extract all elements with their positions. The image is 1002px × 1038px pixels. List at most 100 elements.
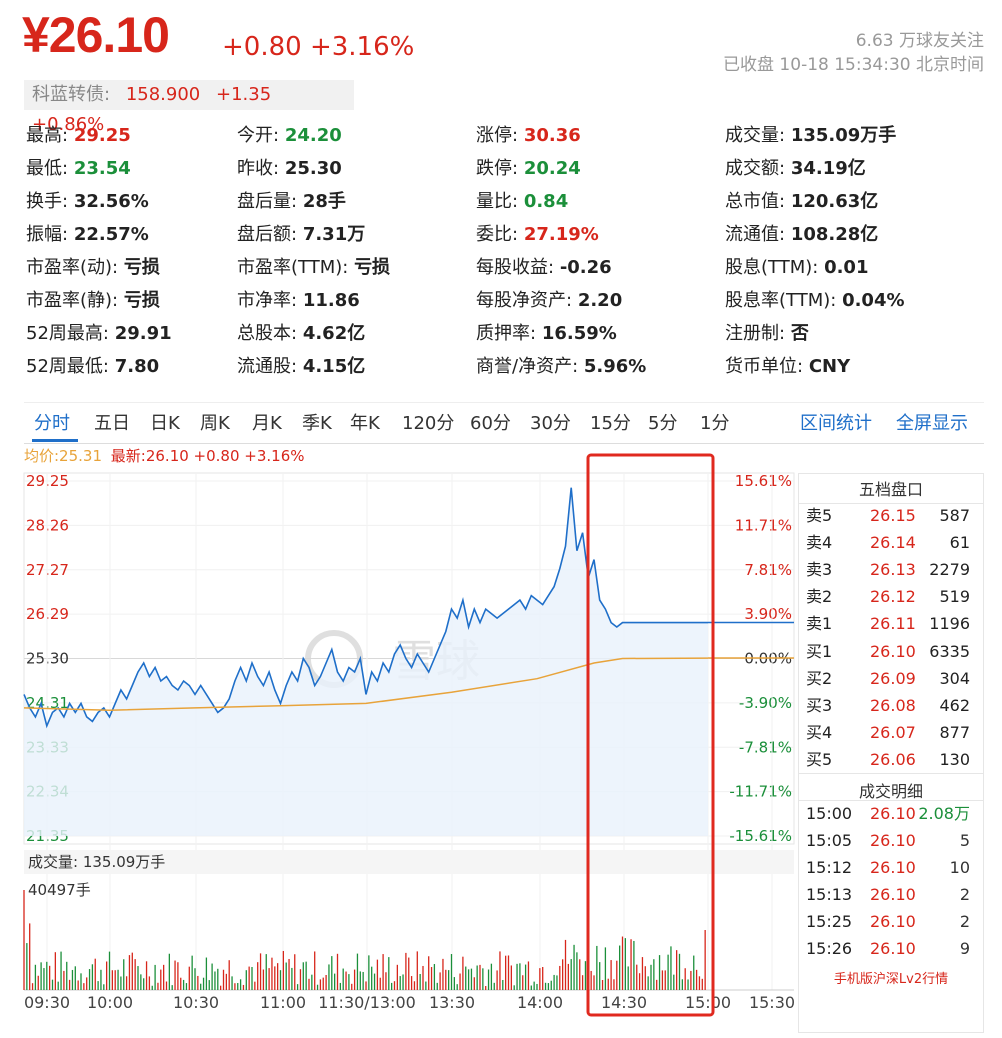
quote-label: 成交额: (725, 158, 786, 179)
order-price: 26.11 (870, 614, 916, 633)
orderbook-row: 买1 26.10 6335 (806, 638, 976, 665)
trades-divider-top (798, 773, 984, 774)
tab-9[interactable]: 30分 (530, 413, 571, 434)
change-value: +0.80 (222, 32, 302, 62)
trade-volume: 10 (949, 858, 970, 877)
quote-item: 昨收: 25.30 (237, 154, 342, 184)
quote-value: 0.01 (824, 257, 869, 278)
quote-value: 32.56% (73, 191, 149, 212)
tab-0[interactable]: 分时 (34, 413, 70, 434)
order-volume: 877 (939, 723, 970, 742)
quote-item: 市盈率(静): 亏损 (26, 286, 160, 316)
range-stats-link[interactable]: 区间统计 (800, 413, 872, 434)
quote-item: 52周最低: 7.80 (26, 352, 159, 382)
quote-item: 市盈率(动): 亏损 (26, 253, 160, 283)
tab-12[interactable]: 1分 (700, 413, 730, 434)
price-line (23, 487, 708, 729)
tab-8[interactable]: 60分 (470, 413, 511, 434)
x-tick-label: 13:30 (429, 993, 475, 1012)
quote-value: 29.25 (73, 125, 131, 146)
tab-7[interactable]: 120分 (402, 413, 455, 434)
orderbook-row: 卖2 26.12 519 (806, 583, 976, 610)
quote-value: 135.09万手 (790, 125, 897, 146)
quote-label: 今开: (237, 125, 280, 146)
quote-item: 最低: 23.54 (26, 154, 131, 184)
tab-3[interactable]: 周K (200, 413, 230, 434)
quote-value: 0.84 (523, 191, 569, 212)
price-change: +0.80 +3.16% (222, 32, 414, 62)
quote-label: 每股收益: (476, 257, 555, 278)
trade-volume: 5 (959, 831, 970, 850)
tab-11[interactable]: 5分 (648, 413, 678, 434)
tab-10[interactable]: 15分 (590, 413, 631, 434)
trade-row: 15:05 26.10 5 (806, 827, 976, 854)
bond-change-pct: +0.86% (32, 114, 105, 135)
quote-value: 7.80 (114, 356, 160, 377)
quote-item: 商誉/净资产: 5.96% (476, 352, 646, 382)
trades-divider (798, 800, 984, 801)
fullscreen-link[interactable]: 全屏显示 (896, 413, 968, 434)
order-side: 买5 (806, 750, 833, 769)
highlight-box (586, 453, 715, 1017)
trade-volume: 2 (959, 912, 970, 931)
tab-2[interactable]: 日K (150, 413, 180, 434)
trade-price: 26.10 (870, 885, 916, 904)
trade-row: 15:13 26.10 2 (806, 881, 976, 908)
orderbook-divider (798, 503, 984, 504)
order-price: 26.13 (870, 560, 916, 579)
order-side: 买2 (806, 669, 833, 688)
order-volume: 61 (949, 533, 970, 552)
quote-item: 质押率: 16.59% (476, 319, 617, 349)
quote-label: 股息率(TTM): (725, 290, 837, 311)
chart-period-tabs: 分时 五日 日K 周K 月K 季K 年K 120分 60分 30分 15分 5分 1分 区间统计 全屏显示 (24, 402, 984, 444)
order-volume: 130 (939, 750, 970, 769)
quote-item: 市净率: 11.86 (237, 286, 360, 316)
trade-row: 15:25 26.10 2 (806, 908, 976, 935)
trade-time: 15:13 (806, 885, 853, 904)
order-volume: 6335 (929, 642, 970, 661)
active-tab-indicator (32, 439, 78, 442)
order-price: 26.09 (870, 669, 916, 688)
quote-label: 52周最高: (26, 323, 109, 344)
quote-item: 振幅: 22.57% (26, 220, 149, 250)
quote-item: 流通股: 4.15亿 (237, 352, 365, 382)
quote-label: 流通股: (237, 356, 298, 377)
trade-price: 26.10 (870, 831, 916, 850)
x-tick-label: 15:00 (685, 993, 731, 1012)
quote-value: 20.24 (523, 158, 581, 179)
trade-row: 15:26 26.10 9 (806, 935, 976, 962)
quote-value: 亏损 (123, 290, 160, 311)
order-price: 26.12 (870, 587, 916, 606)
orderbook-row: 买2 26.09 304 (806, 665, 976, 692)
quote-value: 16.59% (541, 323, 617, 344)
tab-5[interactable]: 季K (302, 413, 332, 434)
quote-item: 委比: 27.19% (476, 220, 599, 250)
quote-value: 亏损 (123, 257, 160, 278)
quote-item: 量比: 0.84 (476, 187, 568, 217)
trade-volume: 2.08万 (918, 804, 970, 823)
quote-label: 盘后额: (237, 224, 298, 245)
quote-label: 昨收: (237, 158, 280, 179)
quote-label: 总市值: (725, 191, 786, 212)
quote-item: 股息(TTM): 0.01 (725, 253, 868, 283)
quote-label: 总股本: (237, 323, 298, 344)
quote-item: 总股本: 4.62亿 (237, 319, 365, 349)
convertible-bond[interactable]: 科蓝转债: 158.900 +1.35 +0.86% (24, 80, 354, 135)
tab-6[interactable]: 年K (350, 413, 380, 434)
orderbook-row: 卖3 26.13 2279 (806, 556, 976, 583)
tab-4[interactable]: 月K (252, 413, 282, 434)
lv2-quote-link[interactable]: 手机版沪深Lv2行情 (833, 972, 949, 987)
quote-item: 成交量: 135.09万手 (725, 121, 896, 151)
trade-time: 15:12 (806, 858, 853, 877)
quote-item: 成交额: 34.19亿 (725, 154, 866, 184)
quote-value: 27.19% (523, 224, 599, 245)
quote-value: 25.30 (284, 158, 342, 179)
quote-label: 换手: (26, 191, 69, 212)
trade-time: 15:25 (806, 912, 853, 931)
tab-1[interactable]: 五日 (94, 413, 130, 434)
orderbook-row: 卖5 26.15 587 (806, 502, 976, 529)
quote-value: -0.26 (559, 257, 612, 278)
quote-label: 最高: (26, 125, 69, 146)
quote-value: 108.28亿 (790, 224, 879, 245)
